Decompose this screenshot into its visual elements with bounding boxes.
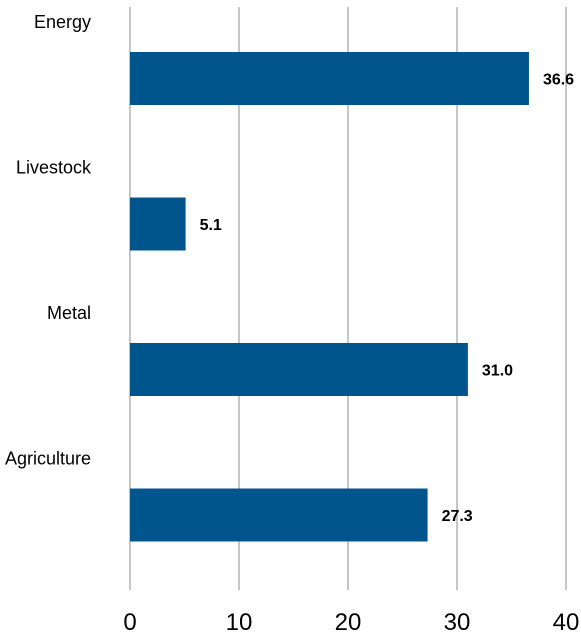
- category-label-metal: Metal: [47, 303, 91, 323]
- category-label-agriculture: Agriculture: [5, 449, 91, 469]
- category-label-energy: Energy: [34, 12, 91, 32]
- bar-livestock: [130, 197, 186, 251]
- x-tick-label-0: 0: [123, 609, 136, 636]
- value-label-agriculture: 27.3: [442, 508, 473, 525]
- x-tick-label-40: 40: [553, 609, 580, 636]
- category-label-livestock: Livestock: [16, 158, 92, 178]
- value-label-livestock: 5.1: [200, 217, 222, 234]
- bars: [130, 52, 529, 542]
- value-label-metal: 31.0: [482, 363, 513, 380]
- labels: Energy 36.6 Livestock 5.1 Metal 31.0 Agricultu…: [5, 12, 574, 525]
- bar-metal: [130, 343, 468, 396]
- value-label-energy: 36.6: [543, 72, 574, 89]
- x-axis-ticks: 0 10 20 30 40: [123, 609, 579, 636]
- x-tick-label-10: 10: [226, 609, 253, 636]
- bar-agriculture: [130, 488, 428, 542]
- x-tick-label-30: 30: [444, 609, 471, 636]
- bar-energy: [130, 52, 529, 105]
- x-tick-label-20: 20: [335, 609, 362, 636]
